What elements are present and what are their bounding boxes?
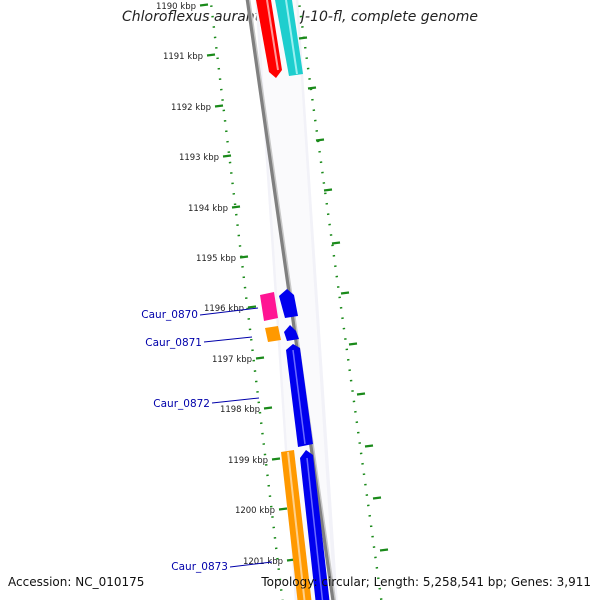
gene-red-highlight xyxy=(266,0,279,71)
ruler-tick-label: 1199 kbp xyxy=(228,456,268,466)
ruler-tick-label: 1197 kbp xyxy=(212,355,252,365)
gene-blue-highlight xyxy=(306,457,324,600)
ruler-tick-mark xyxy=(199,3,209,7)
gene-label: Caur_0871 xyxy=(145,337,202,349)
ruler-tick-label: 1190 kbp xyxy=(156,2,196,12)
gene-orange-caur-0871 xyxy=(265,326,281,342)
gene-blue-caur-0870 xyxy=(279,289,298,318)
outer-ruler-tick-mark xyxy=(315,138,325,142)
gene-label: Caur_0873 xyxy=(171,561,228,573)
gene-label-leader xyxy=(203,336,253,343)
gene-cyan-feature xyxy=(275,0,303,76)
ruler-tick-label: 1194 kbp xyxy=(188,204,228,214)
ruler-tick-mark xyxy=(231,205,241,209)
ruler-tick-label: 1193 kbp xyxy=(179,153,219,163)
accession-text: Accession: NC_010175 xyxy=(8,575,145,589)
ruler-tick-mark xyxy=(222,154,232,158)
ruler-tick-mark xyxy=(239,255,249,259)
outer-ruler-tick-mark xyxy=(323,188,333,192)
ruler-tick-label: 1200 kbp xyxy=(235,506,275,516)
outer-ruler-tick-mark xyxy=(379,548,389,552)
ruler-tick-label: 1191 kbp xyxy=(163,52,203,62)
ruler-tick-mark xyxy=(206,53,216,57)
ruler-tick-mark xyxy=(278,507,288,511)
gene-label: Caur_0872 xyxy=(153,398,210,410)
gene-magenta-caur-0870 xyxy=(260,292,278,321)
gene-blue-highlight xyxy=(292,349,306,445)
outer-ruler-tick-mark xyxy=(307,86,317,90)
gene-label: Caur_0870 xyxy=(141,309,198,321)
ruler-tick-mark xyxy=(214,104,224,108)
ruler-tick-label: 1201 kbp xyxy=(243,557,283,567)
ruler-tick-mark xyxy=(271,457,281,461)
ruler-tick-mark xyxy=(263,406,273,410)
ruler-tick-mark xyxy=(255,356,265,360)
gene-label-leader xyxy=(229,561,273,568)
ruler-tick-label: 1196 kbp xyxy=(204,304,244,314)
ruler-tick-label: 1192 kbp xyxy=(171,103,211,113)
genome-summary-text: Topology: circular; Length: 5,258,541 bp… xyxy=(261,575,591,589)
ruler-tick-label: 1198 kbp xyxy=(220,405,260,415)
gene-label-leader xyxy=(199,307,259,316)
gene-cyan-highlight xyxy=(285,0,298,75)
outer-ruler-tick-mark xyxy=(364,444,374,448)
outer-ruler-tick-mark xyxy=(331,241,341,245)
ruler-tick-label: 1195 kbp xyxy=(196,254,236,264)
outer-ruler-tick-mark xyxy=(348,342,358,346)
gene-blue-caur-0871 xyxy=(284,325,299,341)
gene-orange-highlight xyxy=(287,451,306,600)
outer-ruler-tick-mark xyxy=(298,36,308,40)
outer-ruler-tick-mark xyxy=(372,496,382,500)
outer-ruler-tick-mark xyxy=(340,291,350,295)
ruler-tick-mark xyxy=(247,305,257,309)
strand-band-highlight xyxy=(258,0,334,600)
outer-ruler-tick-mark xyxy=(356,392,366,396)
gene-label-leader xyxy=(211,397,260,404)
